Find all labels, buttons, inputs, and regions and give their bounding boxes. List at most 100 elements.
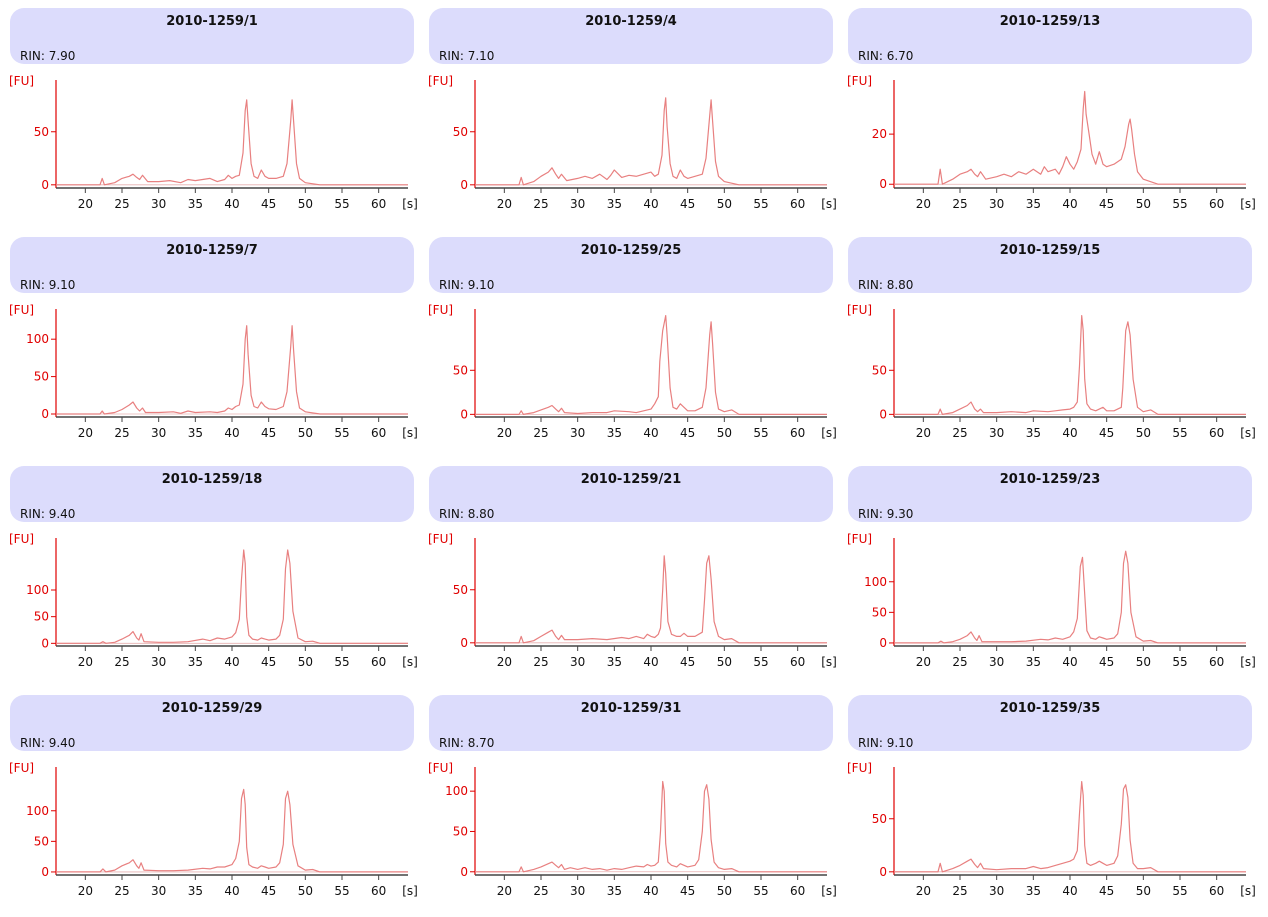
electropherogram-panel: 2010-1259/15 RIN: 8.80 [FU] 0 50 20 25 30 35 40 45… bbox=[846, 237, 1256, 459]
rin-value: RIN: 7.10 bbox=[439, 49, 495, 63]
x-tick-label: 25 bbox=[952, 426, 967, 440]
y-unit-label: [FU] bbox=[9, 74, 34, 88]
x-tick-label: 35 bbox=[1026, 884, 1041, 898]
y-tick-label: 0 bbox=[460, 178, 468, 192]
x-tick-label: 20 bbox=[916, 426, 931, 440]
electropherogram-plot: [FU] 0 20 20 25 30 35 40 45 50 55 60 [s] bbox=[847, 74, 1256, 211]
rin-value: RIN: 9.40 bbox=[20, 507, 76, 521]
rin-value: RIN: 8.80 bbox=[439, 507, 495, 521]
x-tick-label: 35 bbox=[1026, 655, 1041, 669]
x-tick-label: 55 bbox=[1172, 655, 1187, 669]
x-tick-label: 55 bbox=[753, 884, 768, 898]
electropherogram-plot: [FU] 0 50 20 25 30 35 40 45 50 55 60 [s] bbox=[428, 74, 837, 211]
x-tick-label: 50 bbox=[717, 426, 732, 440]
y-unit-label: [FU] bbox=[428, 74, 453, 88]
x-tick-label: 45 bbox=[680, 655, 695, 669]
y-tick-label: 50 bbox=[872, 605, 887, 619]
x-tick-label: 40 bbox=[224, 655, 239, 669]
x-tick-label: 20 bbox=[78, 884, 93, 898]
x-tick-label: 35 bbox=[607, 655, 622, 669]
x-tick-label: 50 bbox=[1136, 884, 1151, 898]
sample-title: 2010-1259/15 bbox=[999, 243, 1101, 258]
x-tick-label: 20 bbox=[497, 426, 512, 440]
sample-header: 2010-1259/7 RIN: 9.10 bbox=[10, 237, 414, 293]
sample-header: 2010-1259/29 RIN: 9.40 bbox=[10, 695, 414, 751]
sample-header: 2010-1259/21 RIN: 8.80 bbox=[429, 466, 833, 522]
x-tick-label: 45 bbox=[261, 884, 276, 898]
x-tick-label: 30 bbox=[151, 426, 166, 440]
x-tick-label: 25 bbox=[952, 884, 967, 898]
rin-value: RIN: 9.30 bbox=[858, 507, 914, 521]
y-unit-label: [FU] bbox=[428, 303, 453, 317]
fluorescence-trace bbox=[894, 90, 1246, 185]
x-tick-label: 40 bbox=[1062, 884, 1077, 898]
y-tick-label: 0 bbox=[460, 636, 468, 650]
y-tick-label: 0 bbox=[41, 178, 49, 192]
x-tick-label: 60 bbox=[790, 655, 805, 669]
sample-title: 2010-1259/21 bbox=[580, 472, 682, 487]
x-tick-label: 35 bbox=[607, 197, 622, 211]
rin-value: RIN: 9.10 bbox=[858, 736, 914, 750]
x-tick-label: 35 bbox=[188, 426, 203, 440]
x-tick-label: 50 bbox=[298, 884, 313, 898]
sample-header: 2010-1259/4 RIN: 7.10 bbox=[429, 8, 833, 64]
x-tick-label: 40 bbox=[224, 197, 239, 211]
x-tick-label: 45 bbox=[1099, 884, 1114, 898]
x-tick-label: 45 bbox=[261, 655, 276, 669]
electropherogram-panel: 2010-1259/7 RIN: 9.10 [FU] 0 50 100 20 25 30 35 40… bbox=[8, 237, 418, 459]
y-tick-label: 50 bbox=[34, 370, 49, 384]
sample-header: 2010-1259/1 RIN: 7.90 bbox=[10, 8, 414, 64]
x-tick-label: 35 bbox=[607, 426, 622, 440]
sample-title: 2010-1259/1 bbox=[166, 14, 258, 29]
x-tick-label: 40 bbox=[1062, 197, 1077, 211]
x-tick-label: 55 bbox=[334, 884, 349, 898]
y-tick-label: 100 bbox=[26, 332, 49, 346]
x-unit-label: [s] bbox=[1240, 655, 1256, 669]
electropherogram-plot: [FU] 0 50 100 20 25 30 35 40 45 50 55 60 [s] bbox=[847, 532, 1256, 669]
x-tick-label: 20 bbox=[497, 884, 512, 898]
x-tick-label: 55 bbox=[1172, 426, 1187, 440]
x-tick-label: 40 bbox=[224, 884, 239, 898]
sample-title: 2010-1259/4 bbox=[585, 14, 677, 29]
x-unit-label: [s] bbox=[821, 655, 837, 669]
x-tick-label: 60 bbox=[1209, 655, 1224, 669]
y-unit-label: [FU] bbox=[9, 532, 34, 546]
x-tick-label: 40 bbox=[1062, 426, 1077, 440]
x-tick-label: 25 bbox=[533, 655, 548, 669]
electropherogram-panel: 2010-1259/29 RIN: 9.40 [FU] 0 50 100 20 25 30 35 4… bbox=[8, 695, 418, 917]
x-tick-label: 50 bbox=[298, 426, 313, 440]
x-tick-label: 55 bbox=[1172, 884, 1187, 898]
y-tick-label: 20 bbox=[872, 127, 887, 141]
sample-title: 2010-1259/35 bbox=[999, 701, 1101, 716]
rin-value: RIN: 9.10 bbox=[20, 278, 76, 292]
rin-value: RIN: 7.90 bbox=[20, 49, 76, 63]
x-tick-label: 30 bbox=[151, 884, 166, 898]
electropherogram-plot: [FU] 0 50 20 25 30 35 40 45 50 55 60 [s] bbox=[847, 303, 1256, 440]
x-tick-label: 40 bbox=[643, 197, 658, 211]
electropherogram-panel: 2010-1259/23 RIN: 9.30 [FU] 0 50 100 20 25 30 35 4… bbox=[846, 466, 1256, 688]
electropherogram-panel: 2010-1259/25 RIN: 9.10 [FU] 0 50 20 25 30 35 40 45… bbox=[427, 237, 837, 459]
y-tick-label: 100 bbox=[864, 575, 887, 589]
sample-header: 2010-1259/25 RIN: 9.10 bbox=[429, 237, 833, 293]
y-tick-label: 0 bbox=[460, 407, 468, 421]
x-tick-label: 50 bbox=[717, 197, 732, 211]
sample-title: 2010-1259/29 bbox=[161, 701, 263, 716]
y-tick-label: 100 bbox=[26, 804, 49, 818]
sample-header: 2010-1259/13 RIN: 6.70 bbox=[848, 8, 1252, 64]
y-tick-label: 50 bbox=[453, 125, 468, 139]
sample-title: 2010-1259/13 bbox=[999, 14, 1101, 29]
fluorescence-trace bbox=[56, 99, 408, 186]
rin-value: RIN: 9.40 bbox=[20, 736, 76, 750]
y-tick-label: 0 bbox=[41, 865, 49, 879]
x-tick-label: 25 bbox=[952, 655, 967, 669]
y-tick-label: 50 bbox=[453, 824, 468, 838]
fluorescence-trace bbox=[894, 781, 1246, 873]
electropherogram-panel: 2010-1259/13 RIN: 6.70 [FU] 0 20 20 25 30 35 40 45… bbox=[846, 8, 1256, 230]
x-tick-label: 30 bbox=[151, 655, 166, 669]
y-tick-label: 100 bbox=[445, 784, 468, 798]
x-tick-label: 20 bbox=[78, 655, 93, 669]
y-tick-label: 0 bbox=[41, 636, 49, 650]
x-tick-label: 25 bbox=[533, 884, 548, 898]
y-tick-label: 50 bbox=[34, 610, 49, 624]
x-tick-label: 35 bbox=[188, 884, 203, 898]
